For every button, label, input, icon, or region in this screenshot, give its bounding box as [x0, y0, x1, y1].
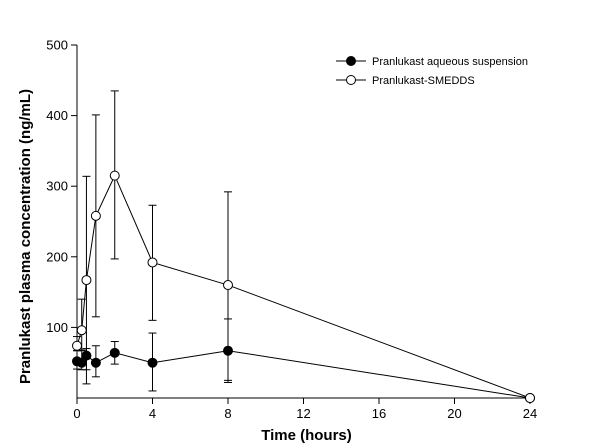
legend: Pranlukast aqueous suspension Pranlukast…: [336, 56, 528, 87]
data-point: [109, 347, 120, 358]
x-tick-label: 8: [224, 406, 231, 421]
plot-area: [72, 90, 535, 403]
x-tick-label: 4: [149, 406, 156, 421]
x-ticks: 0 4 8 12 16 20 24: [73, 398, 537, 421]
data-point: [109, 170, 120, 181]
x-axis-title: Time (hours): [261, 427, 352, 444]
y-ticks: 100 200 300 400 500: [46, 38, 77, 335]
legend-label-smedds: Pranlukast-SMEDDS: [372, 75, 475, 87]
data-point: [90, 357, 101, 368]
data-point: [223, 280, 233, 291]
series-line: [76, 350, 531, 399]
legend-label-suspension: Pranlukast aqueous suspension: [372, 56, 528, 68]
x-tick-label: 20: [447, 406, 461, 421]
series-suspension: [72, 318, 535, 403]
y-tick-label: 400: [46, 108, 68, 123]
y-tick-label: 500: [46, 38, 68, 53]
x-tick-label: 16: [372, 406, 386, 421]
series-line: [76, 174, 531, 399]
x-tick-label: 24: [523, 406, 537, 421]
x-tick-label: 0: [73, 406, 80, 421]
legend-marker-suspension: [346, 56, 356, 66]
y-tick-label: 100: [46, 320, 68, 335]
x-tick-label: 12: [296, 406, 310, 421]
data-point: [72, 340, 82, 351]
y-tick-label: 200: [46, 249, 68, 264]
y-tick-label: 300: [46, 179, 68, 194]
legend-marker-smedds: [346, 75, 356, 85]
data-point: [90, 210, 101, 221]
data-point: [147, 257, 158, 268]
axes: 100 200 300 400 500 0 4 8 12 16 20 24: [46, 38, 537, 422]
legend-item-suspension: Pranlukast aqueous suspension: [336, 56, 528, 68]
data-point: [81, 275, 92, 286]
y-axis-title: Pranlukast plasma concentration (ng/mL): [17, 89, 34, 384]
data-point: [147, 357, 158, 368]
data-point: [76, 325, 87, 336]
series-smedds: [72, 90, 535, 403]
data-point: [525, 393, 535, 403]
legend-item-smedds: Pranlukast-SMEDDS: [336, 75, 475, 87]
